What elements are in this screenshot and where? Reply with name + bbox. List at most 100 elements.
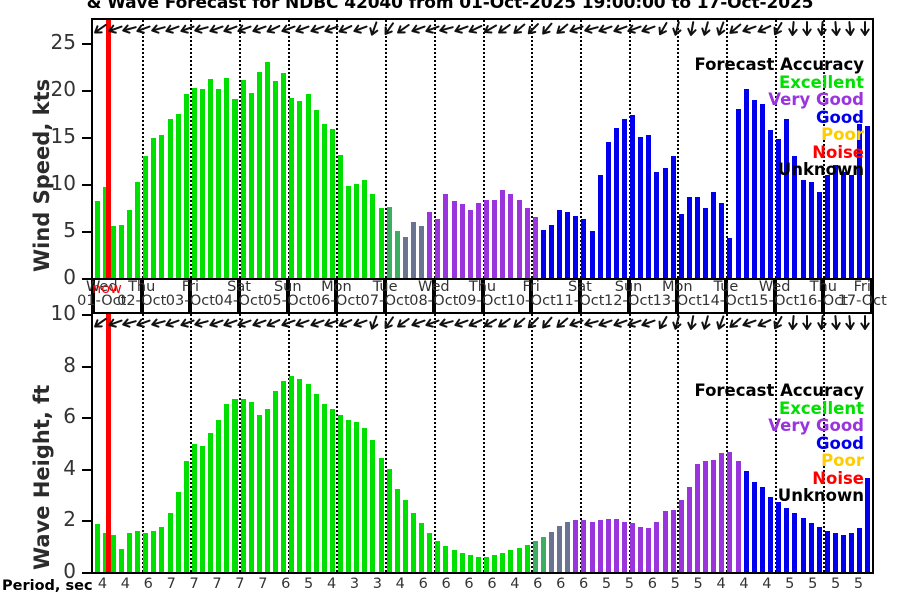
chart-bar (776, 139, 782, 278)
legend-item-good: Good (815, 107, 864, 127)
chart-bar (849, 533, 855, 572)
chart-bar (370, 193, 376, 278)
chart-bar (378, 458, 384, 572)
chart-bar (346, 186, 352, 278)
day-of-week: Wed (758, 279, 791, 295)
day-of-week: Tue (713, 279, 739, 295)
chart-bar (305, 383, 311, 572)
wind-direction-arrow-icon (626, 21, 642, 37)
wind-direction-arrow-icon (684, 315, 700, 331)
y-axis-tick-label: 15 (50, 124, 76, 149)
wind-direction-arrow-icon (568, 315, 584, 331)
day-date: 05-Oct (263, 293, 313, 309)
day-separator (821, 278, 826, 310)
chart-bar (467, 209, 473, 278)
wind-direction-arrow-icon (756, 315, 772, 331)
chart-bar (240, 80, 246, 278)
chart-bar (305, 94, 311, 278)
day-of-week: Sun (614, 279, 643, 295)
now-marker-wind (106, 20, 111, 278)
wind-direction-arrow-icon (727, 315, 743, 331)
chart-bar (638, 137, 644, 278)
day-separator (723, 306, 728, 314)
chart-bar (557, 209, 563, 278)
wind-direction-arrow-icon (785, 315, 801, 331)
wind-direction-arrow-icon (857, 315, 872, 331)
wind-direction-arrow-icon (669, 315, 685, 331)
wind-direction-arrow-icon (597, 21, 613, 37)
chart-bar (386, 206, 392, 278)
y-axis-tick-label: 5 (63, 218, 76, 243)
period-value: 7 (166, 576, 176, 592)
chart-bar (711, 191, 717, 278)
legend-item-very-good: Very Good (768, 416, 864, 435)
day-date: 06-Oct (311, 293, 362, 309)
chart-bar (743, 471, 749, 572)
wind-direction-arrow-icon (236, 21, 253, 37)
gridline (141, 314, 144, 572)
wind-direction-arrow-icon (381, 315, 397, 331)
wave-y-ticks: 0 2 4 6 8 10 (51, 301, 91, 583)
gridline (336, 314, 339, 572)
wind-direction-arrow-icon (352, 315, 368, 331)
chart-bar (459, 553, 465, 572)
gridline (531, 20, 534, 278)
chart-bar (516, 200, 522, 278)
chart-bar (727, 237, 733, 278)
gridline (677, 20, 680, 278)
wind-direction-arrow-icon (539, 315, 555, 331)
chart-bar (581, 520, 587, 572)
wind-direction-arrow-icon (857, 21, 872, 37)
wind-direction-arrow-icon (208, 315, 224, 331)
wind-direction-arrow-icon (467, 315, 483, 331)
day-separator (772, 306, 777, 314)
wind-direction-arrow-icon (337, 315, 353, 331)
wind-direction-arrow-icon (655, 21, 671, 37)
wind-direction-arrow-icon (482, 21, 498, 37)
y-axis-tick (82, 520, 91, 523)
chart-bar (118, 548, 124, 572)
day-separator (772, 278, 777, 310)
day-of-week: Sat (227, 279, 251, 295)
gridline (433, 314, 436, 572)
chart-bar (329, 409, 335, 572)
wind-direction-arrow-icon (770, 315, 786, 331)
chart-bar (751, 481, 757, 572)
gridline (823, 314, 826, 572)
x-axis-day-label: Thu 02-Oct (102, 280, 182, 309)
wind-direction-arrow-icon (583, 21, 599, 37)
day-separator (285, 278, 290, 310)
gridline (336, 20, 339, 278)
chart-bar (865, 477, 871, 572)
chart-bar (102, 533, 108, 572)
period-value: 5 (785, 576, 795, 592)
chart-bar (638, 526, 644, 572)
wind-direction-arrow-icon (626, 315, 642, 331)
wind-direction-arrow-icon (410, 315, 426, 331)
y-axis-tick-label: 0 (63, 265, 76, 289)
x-axis-day-label: Fri 10-Oct (491, 280, 571, 309)
day-separator (577, 306, 582, 314)
wind-direction-arrow-icon (828, 21, 844, 37)
chart-bar (394, 489, 400, 572)
chart-bar (516, 547, 522, 572)
chart-bar (532, 541, 538, 572)
chart-bar (662, 511, 668, 572)
chart-bar (337, 155, 343, 278)
y-axis-tick-label: 8 (63, 352, 76, 377)
day-separator (383, 278, 388, 310)
chart-bar (232, 399, 238, 572)
gridline (190, 314, 193, 572)
wind-direction-arrow-icon (554, 315, 570, 331)
chart-bar (816, 526, 822, 572)
day-of-week: Thu (809, 279, 837, 295)
y-axis-tick-label: 10 (50, 301, 76, 325)
chart-bar (500, 189, 506, 278)
wind-direction-arrow-icon (280, 315, 296, 331)
chart-bar (597, 520, 603, 572)
chart-bar (646, 135, 652, 278)
wind-direction-arrow-icon (568, 21, 584, 37)
gridline (482, 314, 485, 572)
day-separator (139, 306, 144, 314)
chart-bar (589, 521, 595, 572)
